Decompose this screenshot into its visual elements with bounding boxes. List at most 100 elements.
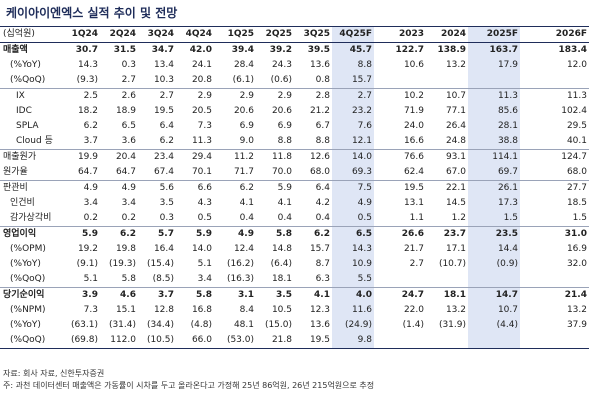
table-cell: 5.8 bbox=[256, 226, 294, 242]
table-cell: 24.1 bbox=[191, 60, 212, 70]
table-cell: 183.4 bbox=[558, 45, 587, 55]
table-cell: 9.8 bbox=[332, 333, 374, 349]
table-cell: 14.3 bbox=[332, 242, 374, 257]
table-cell: 24.8 bbox=[445, 136, 466, 146]
table-cell: 38.8 bbox=[468, 134, 520, 150]
row-label: (%OPM) bbox=[10, 244, 46, 254]
footnotes: 자료: 회사 자료, 신한투자증권 주: 과천 데이터센터 매출액은 가동률이 … bbox=[3, 368, 374, 392]
table-cell: (8.5) bbox=[152, 274, 174, 284]
column-header: 2Q24 bbox=[100, 26, 138, 43]
table-cell: 5.5 bbox=[332, 272, 374, 288]
column-header: 1Q25 bbox=[214, 26, 256, 43]
table-cell: 64.7 bbox=[77, 167, 98, 177]
table-cell: (15.0) bbox=[264, 320, 292, 330]
table-cell: 0.8 bbox=[315, 75, 330, 85]
row-label: (%NPM) bbox=[10, 305, 46, 315]
table-cell: 31.0 bbox=[520, 226, 589, 242]
row-label: (%QoQ) bbox=[10, 274, 46, 284]
table-cell: 138.9 bbox=[437, 45, 466, 55]
table-cell: 29.5 bbox=[566, 121, 587, 131]
table-cell: 23.7 bbox=[426, 226, 468, 242]
table-cell: 0.2 bbox=[83, 213, 98, 223]
row-label: 당기순이익 bbox=[0, 287, 62, 303]
table-cell: 13.2 bbox=[566, 305, 587, 315]
table-row: SPLA 6.2 6.5 6.4 7.3 6.9 6.9 6.7 7.6 24.0 26.4 28.1… bbox=[0, 119, 589, 134]
table-cell: 34.7 bbox=[151, 45, 174, 55]
row-label: Cloud 등 bbox=[16, 136, 53, 146]
table-cell: 5.9 bbox=[256, 180, 294, 196]
table-cell: 2.9 bbox=[176, 88, 214, 104]
assumption-note: 주: 과천 데이터센터 매출액은 가동률이 시차를 두고 올라온다고 가정해 2… bbox=[3, 381, 375, 390]
table-cell: 16.9 bbox=[566, 244, 587, 254]
table-cell: 76.6 bbox=[374, 149, 426, 165]
table-cell: 0.5 bbox=[197, 213, 212, 223]
table-cell: 26.1 bbox=[468, 180, 520, 196]
table-cell: (10.5) bbox=[138, 333, 176, 349]
row-label: 매출원가 bbox=[0, 149, 62, 165]
table-cell: 4.3 bbox=[197, 198, 212, 208]
table-cell: 4.6 bbox=[100, 287, 138, 303]
table-cell: 14.0 bbox=[332, 149, 374, 165]
table-cell: 16.4 bbox=[153, 244, 174, 254]
table-cell: 2.7 bbox=[409, 259, 424, 269]
table-cell: (24.9) bbox=[332, 318, 374, 333]
row-label: 원가율 bbox=[3, 167, 28, 177]
table-cell: 12.8 bbox=[153, 305, 174, 315]
table-cell: 6.5 bbox=[121, 121, 136, 131]
table-cell: 14.4 bbox=[468, 242, 520, 257]
table-row: (%NPM) 7.3 15.1 12.8 16.8 8.4 10.5 12.3 11.6 22.0… bbox=[0, 303, 589, 318]
table-cell bbox=[468, 333, 520, 349]
table-cell: 3.7 bbox=[83, 136, 98, 146]
table-cell: 4.9 bbox=[100, 180, 138, 196]
table-cell: 3.5 bbox=[159, 198, 174, 208]
column-header: 4Q24 bbox=[176, 26, 214, 43]
table-row: IX 2.5 2.6 2.7 2.9 2.9 2.9 2.8 2.7 10.2 10.7 11.3 11… bbox=[0, 88, 589, 104]
table-cell: (16.3) bbox=[226, 274, 254, 284]
table-cell: 69.7 bbox=[468, 165, 520, 181]
table-cell: 7.3 bbox=[197, 121, 212, 131]
table-cell: 10.9 bbox=[332, 257, 374, 272]
column-header: 2026F bbox=[520, 26, 589, 43]
row-label: 판관비 bbox=[0, 180, 62, 196]
row-label: IDC bbox=[16, 106, 32, 116]
table-cell: 11.3 bbox=[520, 88, 589, 104]
table-cell: 14.7 bbox=[468, 287, 520, 303]
table-cell: 5.6 bbox=[138, 180, 176, 196]
table-cell: 18.5 bbox=[566, 198, 587, 208]
table-cell: 4.2 bbox=[315, 198, 330, 208]
table-cell: 3.7 bbox=[138, 287, 176, 303]
table-cell: 3.9 bbox=[62, 287, 100, 303]
table-cell: 85.6 bbox=[468, 104, 520, 119]
table-cell: 28.1 bbox=[468, 119, 520, 134]
table-cell: 14.8 bbox=[271, 244, 292, 254]
table-row: (%YoY) (9.1) (19.3) (15.4) 5.1 (16.2) (6.4) 8.7… bbox=[0, 257, 589, 272]
table-cell: 4.1 bbox=[277, 198, 292, 208]
table-cell: (63.1) bbox=[70, 320, 98, 330]
table-cell: 8.8 bbox=[315, 136, 330, 146]
table-cell: 45.7 bbox=[332, 42, 374, 58]
column-header: 2025F bbox=[468, 26, 520, 43]
table-cell: 18.9 bbox=[115, 106, 136, 116]
row-label: (%QoQ) bbox=[0, 333, 62, 349]
table-cell: 5.1 bbox=[83, 274, 98, 284]
table-row: (%QoQ) (9.3) 2.7 10.3 20.8 (6.1) (0.6) 0.8 15.7 bbox=[0, 73, 589, 89]
table-cell: 23.2 bbox=[332, 104, 374, 119]
table-cell: 20.6 bbox=[271, 106, 292, 116]
table-cell: 4.1 bbox=[294, 287, 332, 303]
table-cell: 6.2 bbox=[294, 226, 332, 242]
table-cell bbox=[520, 73, 589, 89]
table-cell: 20.4 bbox=[100, 149, 138, 165]
table-cell: (0.6) bbox=[270, 75, 292, 85]
row-label: (%YoY) bbox=[10, 60, 41, 70]
table-cell: (6.4) bbox=[270, 259, 292, 269]
table-cell: 22.0 bbox=[403, 305, 424, 315]
header-row: (십억원) 1Q24 2Q24 3Q24 4Q24 1Q25 2Q25 3Q25… bbox=[0, 26, 589, 43]
row-label: 감가상각비 bbox=[10, 213, 52, 223]
table-cell: 3.4 bbox=[197, 274, 212, 284]
table-row: (%YoY) 14.3 0.3 13.4 24.1 28.4 24.3 13.6 8.8 10.6… bbox=[0, 58, 589, 73]
table-cell: (10.7) bbox=[438, 259, 466, 269]
table-cell: (69.8) bbox=[62, 333, 100, 349]
table-cell: 5.7 bbox=[138, 226, 176, 242]
table-cell: 7.6 bbox=[332, 119, 374, 134]
table-cell bbox=[520, 272, 589, 288]
